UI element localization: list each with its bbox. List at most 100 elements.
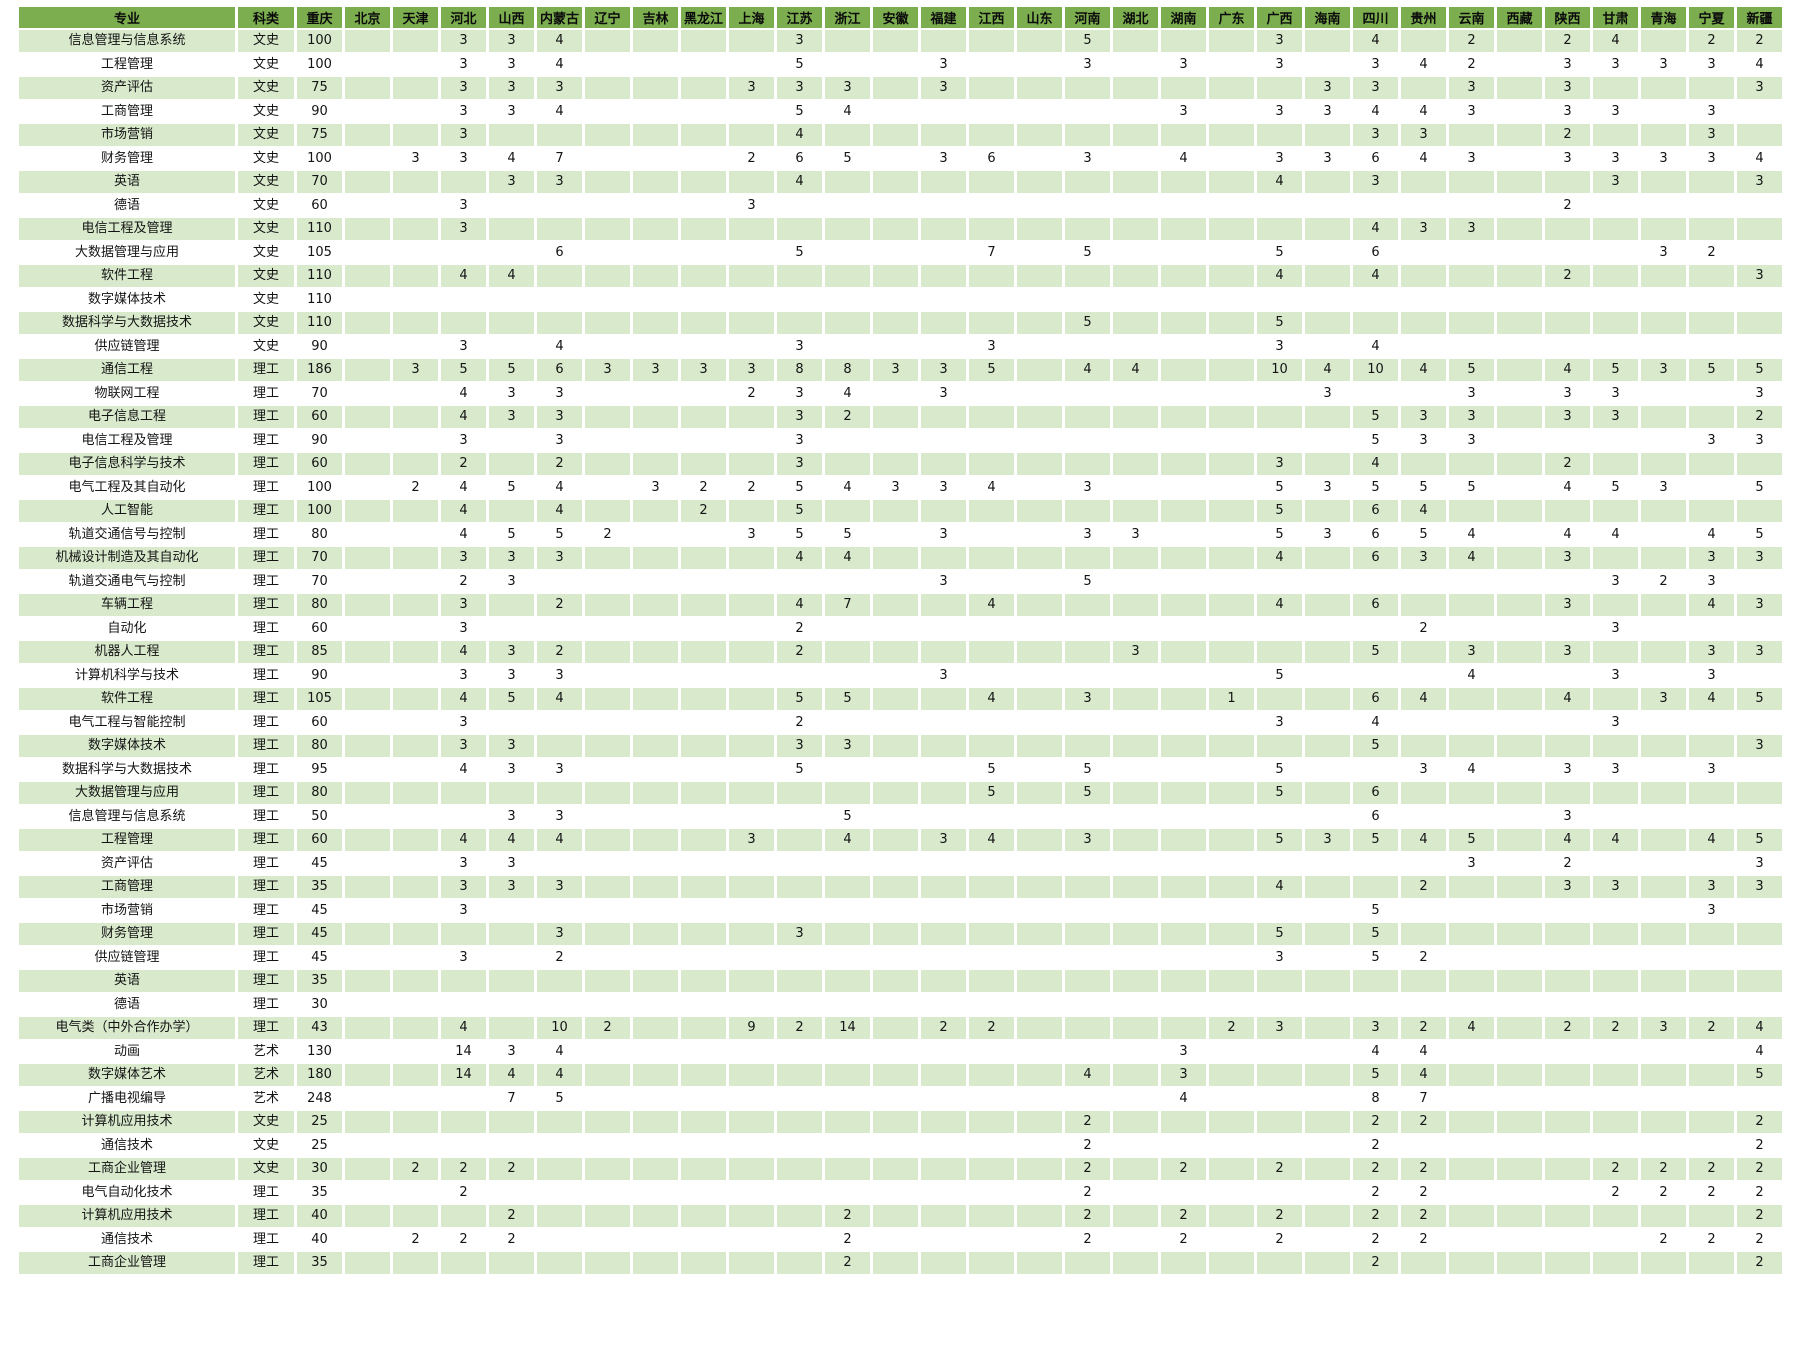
category-cell: 理工 — [238, 359, 294, 381]
quota-cell — [1305, 1134, 1350, 1156]
quota-cell — [1161, 312, 1206, 334]
quota-cell — [1305, 852, 1350, 874]
quota-cell — [345, 453, 390, 475]
quota-cell: 2 — [1257, 1205, 1302, 1227]
quota-cell — [633, 594, 678, 616]
quota-cell: 3 — [1737, 735, 1782, 757]
quota-cell: 3 — [633, 476, 678, 498]
quota-cell — [729, 1228, 774, 1250]
quota-cell — [1305, 171, 1350, 193]
quota-cell — [1545, 970, 1590, 992]
quota-cell: 3 — [1545, 382, 1590, 404]
quota-cell — [1113, 594, 1158, 616]
quota-cell: 4 — [777, 594, 822, 616]
quota-cell: 43 — [297, 1017, 342, 1039]
quota-cell — [1065, 547, 1110, 569]
quota-cell — [1737, 923, 1782, 945]
quota-cell — [1305, 1017, 1350, 1039]
quota-cell — [537, 1252, 582, 1274]
quota-cell — [1305, 406, 1350, 428]
quota-cell: 5 — [1257, 829, 1302, 851]
quota-cell — [1641, 30, 1686, 52]
quota-cell — [393, 1040, 438, 1062]
category-cell: 理工 — [238, 523, 294, 545]
quota-cell — [1497, 1134, 1542, 1156]
quota-cell — [1641, 1134, 1686, 1156]
category-cell: 文史 — [238, 335, 294, 357]
major-cell: 机器人工程 — [19, 641, 235, 663]
quota-cell — [1449, 241, 1494, 263]
quota-cell — [777, 1087, 822, 1109]
quota-cell — [969, 30, 1014, 52]
quota-cell: 2 — [1401, 1205, 1446, 1227]
quota-cell — [1641, 970, 1686, 992]
quota-cell — [345, 876, 390, 898]
quota-cell — [1113, 1158, 1158, 1180]
quota-cell: 5 — [1737, 829, 1782, 851]
quota-cell: 3 — [1641, 241, 1686, 263]
quota-cell: 2 — [969, 1017, 1014, 1039]
quota-cell — [1017, 100, 1062, 122]
quota-cell: 4 — [537, 1040, 582, 1062]
quota-cell — [921, 241, 966, 263]
quota-cell — [1113, 946, 1158, 968]
quota-cell — [825, 1040, 870, 1062]
quota-cell — [345, 241, 390, 263]
quota-cell — [1161, 735, 1206, 757]
quota-cell — [585, 1228, 630, 1250]
quota-cell — [1449, 570, 1494, 592]
quota-cell: 2 — [441, 453, 486, 475]
quota-cell: 5 — [1257, 312, 1302, 334]
quota-cell — [921, 335, 966, 357]
quota-cell — [1065, 594, 1110, 616]
quota-cell — [345, 547, 390, 569]
table-row: 数字媒体艺术 艺术 180 14 4 4 4 3 5 4 5 — [19, 1064, 1782, 1086]
quota-cell — [1689, 265, 1734, 287]
quota-cell — [921, 124, 966, 146]
quota-cell: 5 — [777, 241, 822, 263]
quota-cell: 2 — [1353, 1134, 1398, 1156]
category-cell: 理工 — [238, 664, 294, 686]
quota-cell — [921, 993, 966, 1015]
quota-cell — [1113, 1040, 1158, 1062]
quota-cell — [1209, 570, 1254, 592]
quota-cell — [1449, 453, 1494, 475]
quota-cell: 3 — [1545, 641, 1590, 663]
quota-cell — [1209, 476, 1254, 498]
quota-cell — [969, 218, 1014, 240]
quota-cell — [729, 1181, 774, 1203]
quota-cell — [393, 993, 438, 1015]
quota-cell: 5 — [1257, 241, 1302, 263]
quota-cell — [633, 523, 678, 545]
quota-cell: 4 — [1593, 30, 1638, 52]
quota-cell — [921, 1087, 966, 1109]
quota-cell — [1065, 641, 1110, 663]
quota-cell: 4 — [1401, 688, 1446, 710]
quota-cell: 80 — [297, 523, 342, 545]
quota-cell — [537, 570, 582, 592]
quota-cell: 3 — [1449, 852, 1494, 874]
quota-cell — [1497, 641, 1542, 663]
quota-cell — [1737, 970, 1782, 992]
quota-cell — [1209, 453, 1254, 475]
quota-cell — [1641, 1087, 1686, 1109]
quota-cell — [585, 1205, 630, 1227]
column-header-province-13: 福建 — [921, 7, 966, 28]
quota-cell: 3 — [921, 382, 966, 404]
quota-cell — [825, 335, 870, 357]
quota-cell: 3 — [777, 335, 822, 357]
quota-cell — [1113, 218, 1158, 240]
quota-cell: 60 — [297, 829, 342, 851]
quota-cell: 2 — [1545, 852, 1590, 874]
quota-cell: 3 — [489, 852, 534, 874]
quota-cell — [1017, 265, 1062, 287]
quota-cell — [393, 1205, 438, 1227]
column-header-province-29: 宁夏 — [1689, 7, 1734, 28]
quota-cell: 5 — [1257, 523, 1302, 545]
quota-cell — [681, 241, 726, 263]
quota-cell: 6 — [1353, 594, 1398, 616]
quota-cell: 3 — [1593, 53, 1638, 75]
quota-cell: 5 — [489, 476, 534, 498]
major-cell: 工商管理 — [19, 100, 235, 122]
quota-cell — [1401, 171, 1446, 193]
